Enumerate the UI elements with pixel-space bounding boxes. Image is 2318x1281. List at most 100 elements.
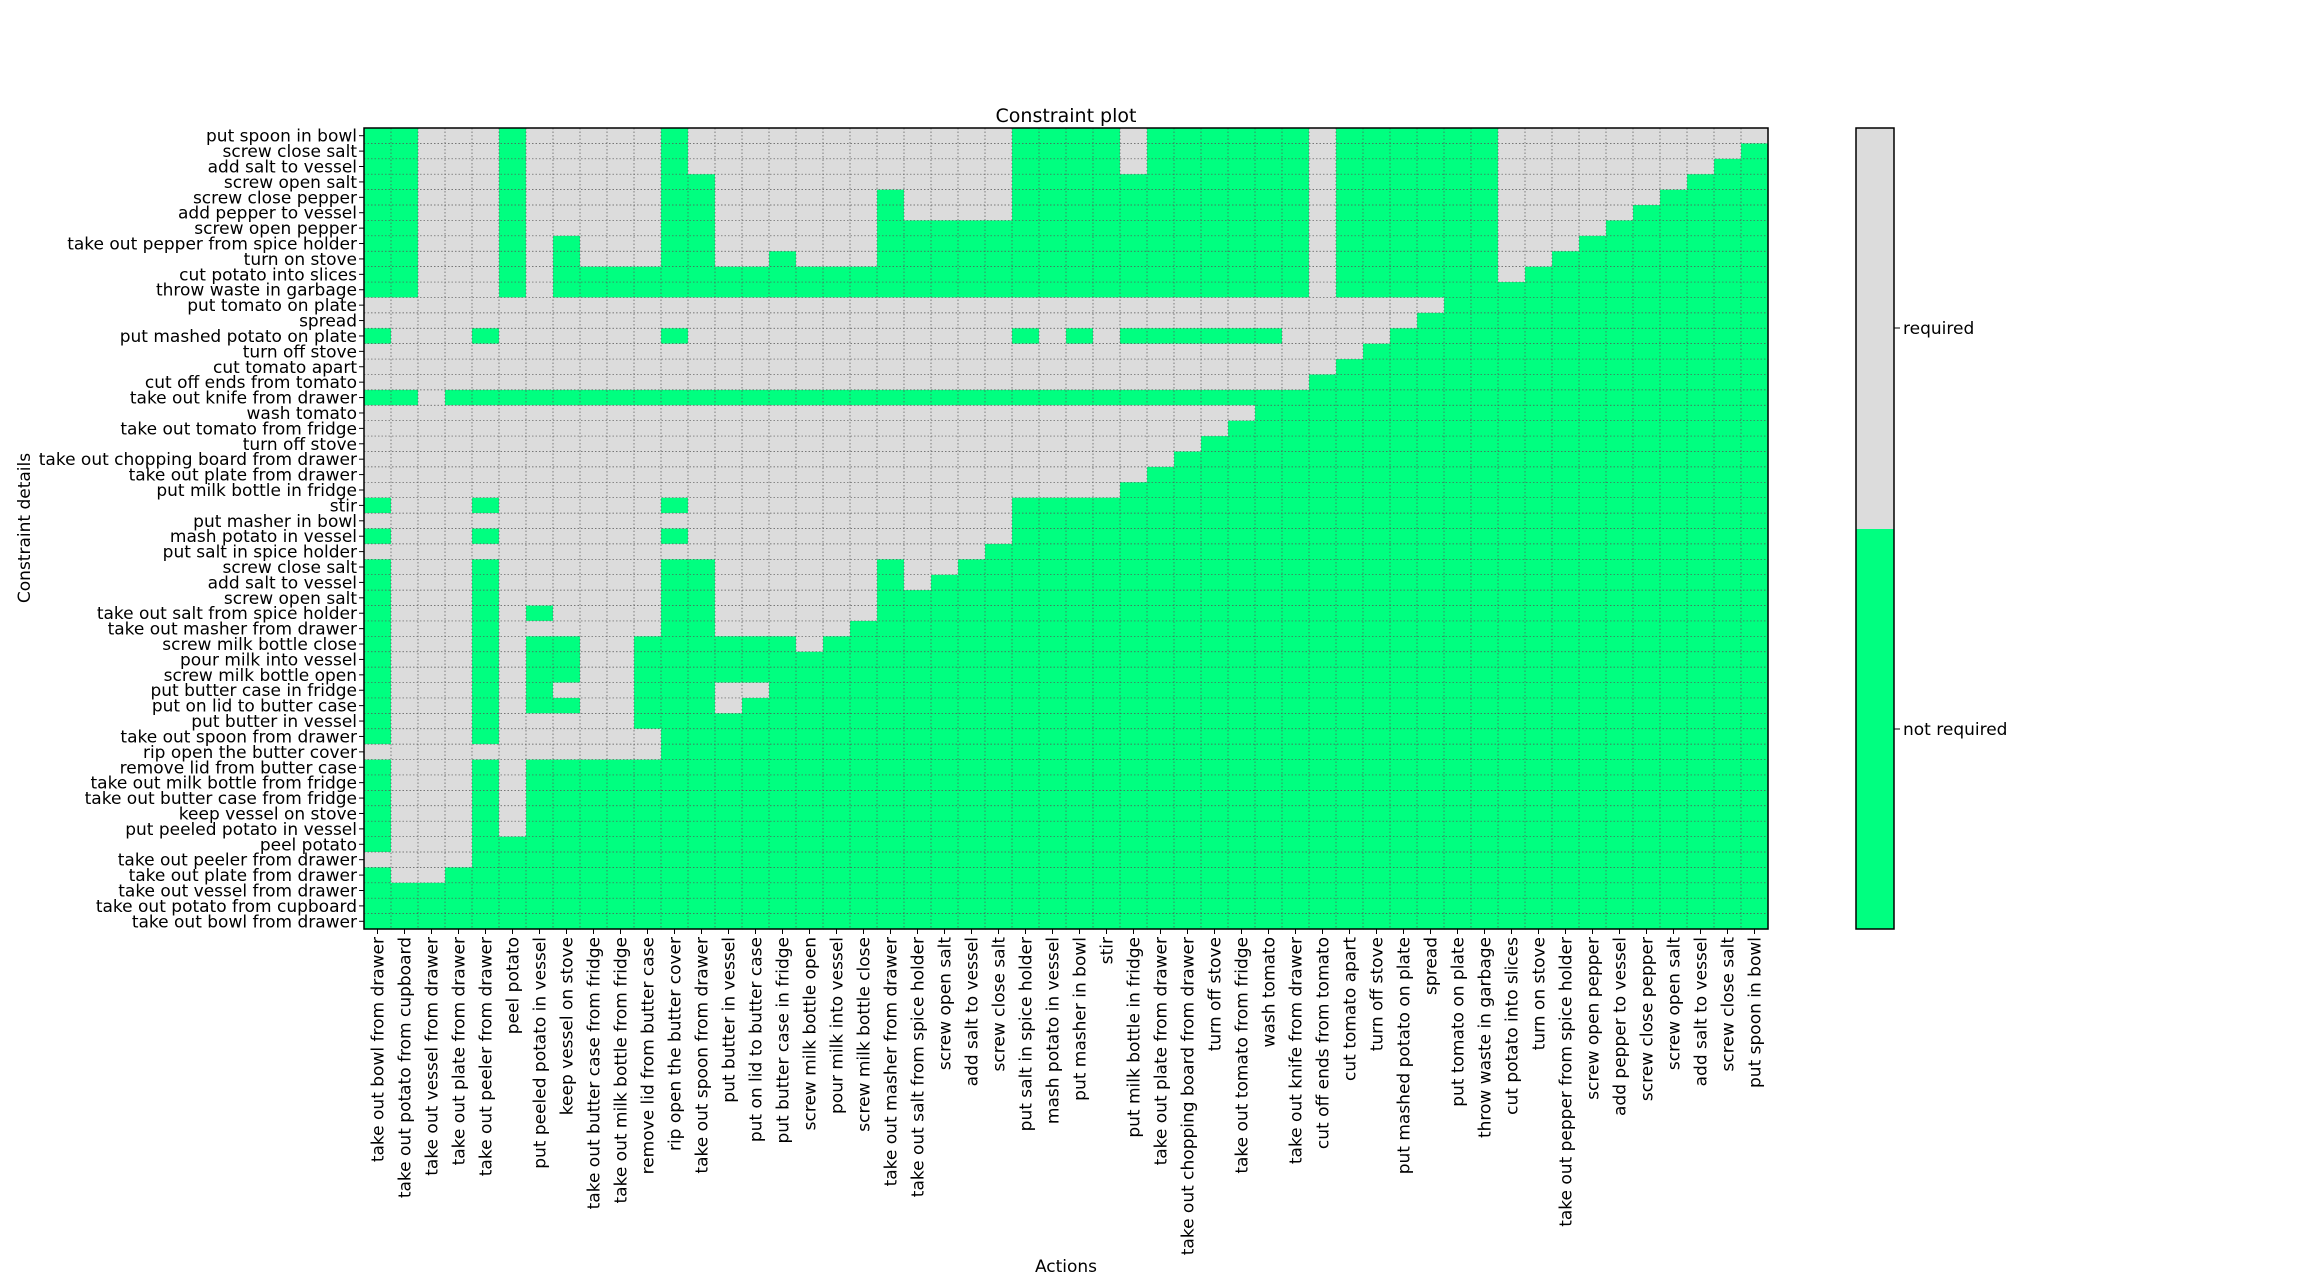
heatmap-cell xyxy=(580,682,608,699)
heatmap-cell xyxy=(877,913,905,930)
heatmap-cell xyxy=(1282,266,1310,283)
heatmap-cell xyxy=(472,389,500,406)
heatmap-cell xyxy=(958,189,986,206)
heatmap-cell xyxy=(796,759,824,776)
heatmap-cell xyxy=(391,851,419,868)
heatmap-cell xyxy=(1687,251,1715,268)
heatmap-cell xyxy=(1525,713,1553,730)
heatmap-cell xyxy=(1255,143,1283,160)
heatmap-cell xyxy=(877,359,905,376)
heatmap-cell xyxy=(661,543,689,560)
heatmap-cell xyxy=(499,482,527,499)
heatmap-cell xyxy=(877,297,905,314)
heatmap-cell xyxy=(1660,636,1688,653)
heatmap-cell xyxy=(1390,651,1418,668)
heatmap-cell xyxy=(1444,728,1472,745)
heatmap-cell xyxy=(472,759,500,776)
heatmap-cell xyxy=(1390,235,1418,252)
heatmap-cell xyxy=(1228,790,1256,807)
heatmap-cell xyxy=(877,543,905,560)
heatmap-cell xyxy=(769,713,797,730)
heatmap-cell xyxy=(1201,405,1229,422)
heatmap-cell xyxy=(1309,513,1337,530)
heatmap-cell xyxy=(1120,744,1148,761)
heatmap-cell xyxy=(364,728,392,745)
heatmap-cell xyxy=(1417,158,1445,175)
heatmap-cell xyxy=(958,205,986,222)
heatmap-cell xyxy=(1552,420,1580,437)
heatmap-cell xyxy=(1039,636,1067,653)
heatmap-cell xyxy=(1525,205,1553,222)
y-tick-label: put butter in vessel xyxy=(191,712,357,732)
heatmap-cell xyxy=(1309,359,1337,376)
heatmap-cell xyxy=(391,359,419,376)
heatmap-cell xyxy=(1741,913,1769,930)
heatmap-cell xyxy=(607,728,635,745)
heatmap-cell xyxy=(742,497,770,514)
heatmap-cell xyxy=(1741,543,1769,560)
heatmap-cell xyxy=(1093,343,1121,360)
heatmap-cell xyxy=(1174,482,1202,499)
heatmap-cell xyxy=(931,774,959,791)
heatmap-cell xyxy=(445,328,473,345)
heatmap-cell xyxy=(526,697,554,714)
heatmap-cell xyxy=(1336,328,1364,345)
heatmap-cell xyxy=(1012,882,1040,899)
heatmap-cell xyxy=(1498,774,1526,791)
heatmap-cell xyxy=(526,590,554,607)
heatmap-cell xyxy=(1282,128,1310,144)
heatmap-cell xyxy=(1309,682,1337,699)
heatmap-cell xyxy=(391,574,419,591)
heatmap-cell xyxy=(1498,405,1526,422)
heatmap-cell xyxy=(580,374,608,391)
heatmap-cell xyxy=(877,282,905,299)
heatmap-cell xyxy=(742,513,770,530)
heatmap-cell xyxy=(796,251,824,268)
heatmap-cell xyxy=(1255,251,1283,268)
heatmap-cell xyxy=(580,851,608,868)
heatmap-cell xyxy=(1012,774,1040,791)
heatmap-cell xyxy=(472,559,500,576)
heatmap-cell xyxy=(391,620,419,637)
heatmap-cell xyxy=(1282,636,1310,653)
heatmap-cell xyxy=(1390,497,1418,514)
heatmap-cell xyxy=(1039,235,1067,252)
heatmap-cell xyxy=(1066,174,1094,191)
heatmap-cell xyxy=(1336,282,1364,299)
heatmap-cell xyxy=(1444,667,1472,684)
heatmap-cell xyxy=(1120,174,1148,191)
heatmap-cell xyxy=(418,728,446,745)
heatmap-cell xyxy=(1120,220,1148,237)
heatmap-cell xyxy=(1201,774,1229,791)
heatmap-cell xyxy=(499,189,527,206)
heatmap-cell xyxy=(1174,251,1202,268)
heatmap-cell xyxy=(1120,497,1148,514)
heatmap-cell xyxy=(553,713,581,730)
heatmap-cell xyxy=(1255,374,1283,391)
heatmap-cell xyxy=(364,220,392,237)
heatmap-cell xyxy=(1741,158,1769,175)
heatmap-cell xyxy=(1363,667,1391,684)
heatmap-cell xyxy=(607,636,635,653)
heatmap-cell xyxy=(418,158,446,175)
heatmap-cell xyxy=(742,605,770,622)
heatmap-cell xyxy=(1039,251,1067,268)
heatmap-cell xyxy=(1660,466,1688,483)
y-tick-label: take out vessel from drawer xyxy=(118,881,357,901)
heatmap-cell xyxy=(715,913,743,930)
heatmap-cell xyxy=(661,636,689,653)
heatmap-cell xyxy=(499,205,527,222)
heatmap-cell xyxy=(1282,667,1310,684)
heatmap-cell xyxy=(634,328,662,345)
heatmap-cell xyxy=(1606,882,1634,899)
heatmap-cell xyxy=(1741,651,1769,668)
heatmap-cell xyxy=(661,882,689,899)
x-tick-label: put peeled potato in vessel xyxy=(531,937,551,1169)
heatmap-cell xyxy=(472,697,500,714)
heatmap-cell xyxy=(364,774,392,791)
heatmap-cell xyxy=(1660,774,1688,791)
heatmap-cell xyxy=(1066,728,1094,745)
heatmap-cell xyxy=(1417,697,1445,714)
heatmap-cell xyxy=(526,266,554,283)
heatmap-cell xyxy=(715,851,743,868)
